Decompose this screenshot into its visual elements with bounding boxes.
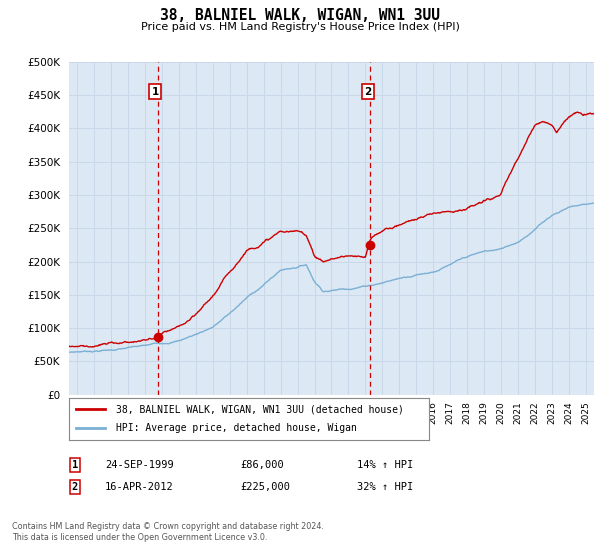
Text: 16-APR-2012: 16-APR-2012 [105, 482, 174, 492]
Text: 14% ↑ HPI: 14% ↑ HPI [357, 460, 413, 470]
Text: 2: 2 [364, 87, 371, 96]
Text: 1: 1 [151, 87, 158, 96]
Text: 24-SEP-1999: 24-SEP-1999 [105, 460, 174, 470]
Text: 1: 1 [72, 460, 78, 470]
Text: This data is licensed under the Open Government Licence v3.0.: This data is licensed under the Open Gov… [12, 533, 268, 543]
Text: £225,000: £225,000 [240, 482, 290, 492]
Text: Price paid vs. HM Land Registry's House Price Index (HPI): Price paid vs. HM Land Registry's House … [140, 22, 460, 32]
Text: HPI: Average price, detached house, Wigan: HPI: Average price, detached house, Wiga… [116, 423, 356, 433]
Text: 38, BALNIEL WALK, WIGAN, WN1 3UU: 38, BALNIEL WALK, WIGAN, WN1 3UU [160, 8, 440, 24]
Text: 2: 2 [72, 482, 78, 492]
Text: £86,000: £86,000 [240, 460, 284, 470]
Text: 38, BALNIEL WALK, WIGAN, WN1 3UU (detached house): 38, BALNIEL WALK, WIGAN, WN1 3UU (detach… [116, 404, 404, 414]
Text: 32% ↑ HPI: 32% ↑ HPI [357, 482, 413, 492]
Text: Contains HM Land Registry data © Crown copyright and database right 2024.: Contains HM Land Registry data © Crown c… [12, 522, 324, 531]
